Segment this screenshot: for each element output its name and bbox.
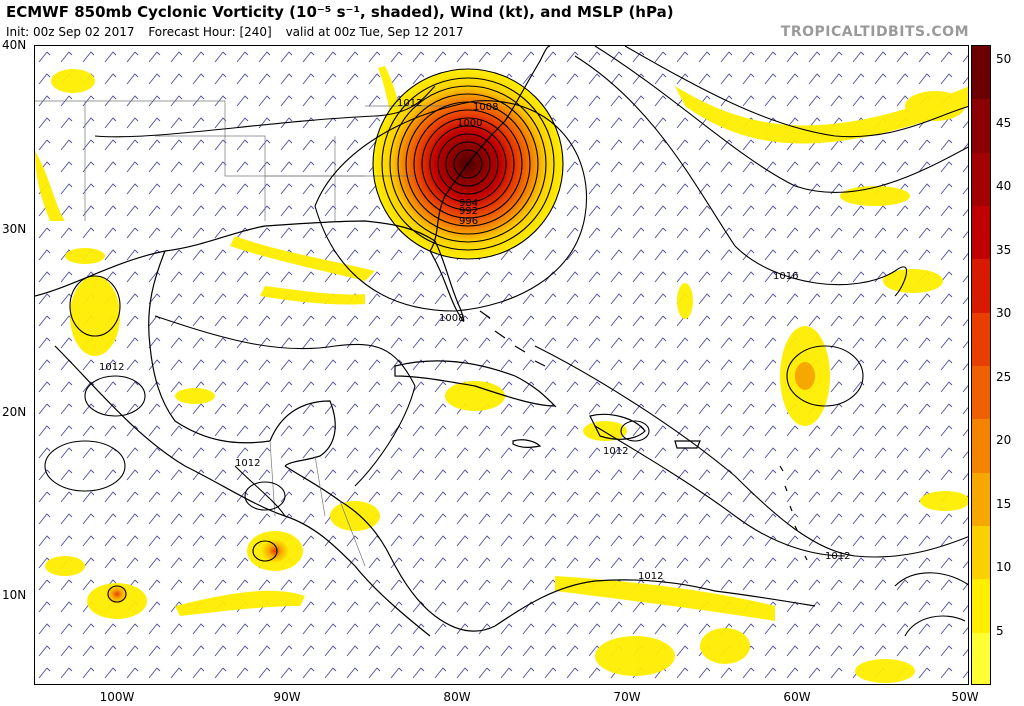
lon-label-70w: 70W (613, 690, 641, 704)
isobar-label-996: 996 (459, 216, 478, 227)
map-subtitle: Init: 00z Sep 02 2017 Forecast Hour: [24… (6, 25, 474, 39)
colorbar-label: 15 (996, 496, 1012, 511)
lat-label-40n: 40N (2, 38, 27, 52)
colorbar-label: 5 (996, 623, 1004, 638)
lat-label-10n: 10N (2, 588, 27, 602)
isobar-label-1012-ca: 1012 (235, 458, 260, 469)
isobar-label-1012-e: 1012 (825, 551, 850, 562)
vorticity-colorbar (971, 45, 991, 685)
coastlines (35, 46, 816, 637)
colorbar-label: 20 (996, 433, 1012, 447)
colorbar-label: 40 (996, 179, 1012, 193)
lon-label-90w: 90W (273, 690, 301, 704)
isobar-label-1012-nw: 1012 (397, 98, 422, 109)
isobar-label-1008-s: 1008 (439, 313, 464, 324)
init-time: Init: 00z Sep 02 2017 (6, 25, 135, 39)
colorbar-segment (972, 152, 990, 207)
lat-label-20n: 20N (2, 405, 27, 419)
brand-watermark: TROPICALTIDBITS.COM (780, 24, 969, 40)
colorbar-segment (972, 632, 990, 684)
isobar-labels: 1012 1008 1000 984 992 996 1008 1016 101… (99, 98, 850, 582)
colorbar-label: 25 (996, 369, 1012, 384)
isobar-label-1000: 1000 (457, 118, 482, 129)
valid-time: valid at 00z Tue, Sep 12 2017 (285, 25, 464, 39)
colorbar-segment (972, 579, 990, 634)
lon-label-100w: 100W (99, 690, 135, 704)
colorbar-label: 10 (996, 560, 1012, 574)
map-canvas: 1012 1008 1000 984 992 996 1008 1016 101… (35, 46, 968, 684)
isobar-label-984: 984 (459, 198, 478, 209)
isobar-label-1008-n: 1008 (473, 102, 498, 113)
map-title: ECMWF 850mb Cyclonic Vorticity (10⁻⁵ s⁻¹… (6, 3, 674, 21)
colorbar-segment (972, 46, 990, 100)
forecast-hour: Forecast Hour: [240] (148, 25, 272, 39)
isobar-label-992: 992 (459, 206, 478, 217)
colorbar-segment (972, 312, 990, 367)
colorbar-segment (972, 472, 990, 527)
isobars (44, 46, 968, 637)
isobar-label-1012-hisp: 1012 (603, 446, 628, 457)
colorbar-label: 30 (996, 306, 1012, 320)
colorbar-segment (972, 259, 990, 314)
colorbar-segment (972, 99, 990, 154)
colorbar-segment (972, 206, 990, 260)
vorticity-shading (35, 66, 968, 683)
political-borders (35, 100, 455, 567)
isobar-label-1016: 1016 (773, 271, 798, 282)
colorbar-label: 35 (996, 242, 1012, 257)
lon-label-80w: 80W (443, 690, 471, 704)
map-panel: 1012 1008 1000 984 992 996 1008 1016 101… (34, 45, 969, 685)
colorbar-segment (972, 366, 990, 420)
lat-label-30n: 30N (2, 222, 27, 236)
colorbar-segment (972, 419, 990, 474)
colorbar-label: 45 (996, 115, 1012, 130)
lon-label-50w: 50W (951, 690, 979, 704)
isobar-label-1012-sa: 1012 (638, 571, 663, 582)
isobar-label-1012-w: 1012 (99, 362, 124, 373)
lon-label-60w: 60W (783, 690, 811, 704)
colorbar-label: 50 (996, 52, 1012, 66)
colorbar-segment (972, 526, 990, 580)
